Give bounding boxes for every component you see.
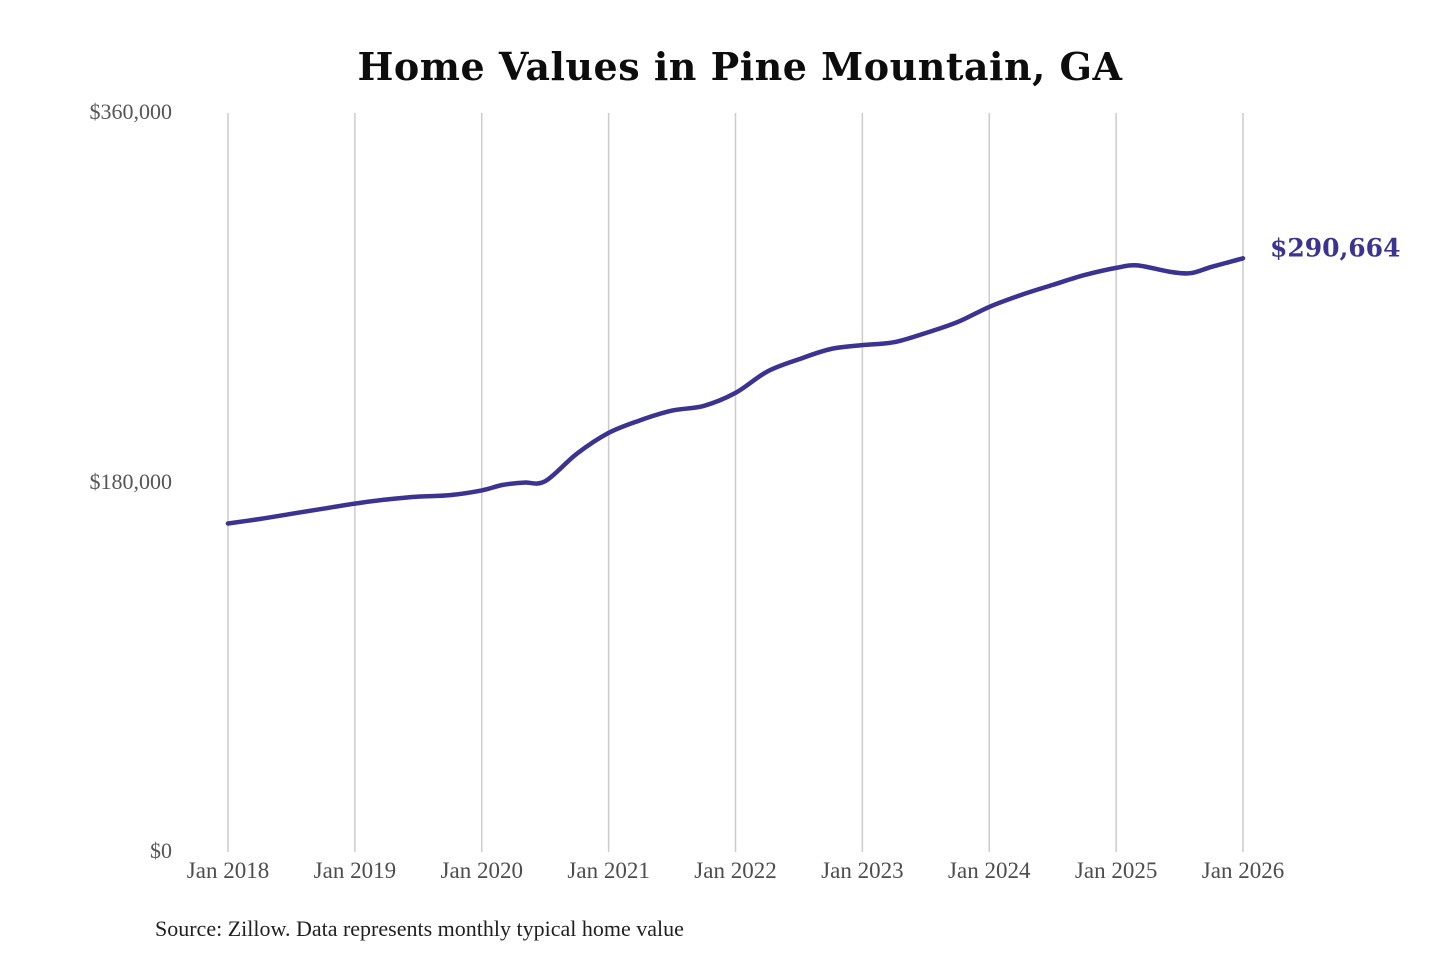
x-axis-label: Jan 2025 (1074, 858, 1158, 883)
gridlines (227, 113, 1244, 852)
x-axis-label: Jan 2024 (948, 858, 1031, 883)
y-axis-label: $0 (150, 838, 172, 863)
home-value-line (225, 256, 1246, 526)
end-value-label: $290,664 (1270, 233, 1401, 263)
y-axis-label: $360,000 (89, 99, 173, 124)
x-axis-label: Jan 2023 (821, 858, 904, 883)
y-axis-label: $180,000 (89, 468, 173, 494)
x-axis-label: Jan 2022 (694, 858, 777, 883)
x-axis-label: Jan 2021 (567, 858, 650, 883)
x-axis-label: Jan 2020 (440, 858, 523, 883)
x-axis-label: Jan 2019 (313, 858, 397, 883)
x-axis-label: Jan 2026 (1201, 858, 1285, 883)
chart-title: Home Values in Pine Mountain, GA (357, 44, 1123, 89)
source-note: Source: Zillow. Data represents monthly … (155, 916, 684, 941)
x-axis-label: Jan 2018 (186, 858, 270, 883)
